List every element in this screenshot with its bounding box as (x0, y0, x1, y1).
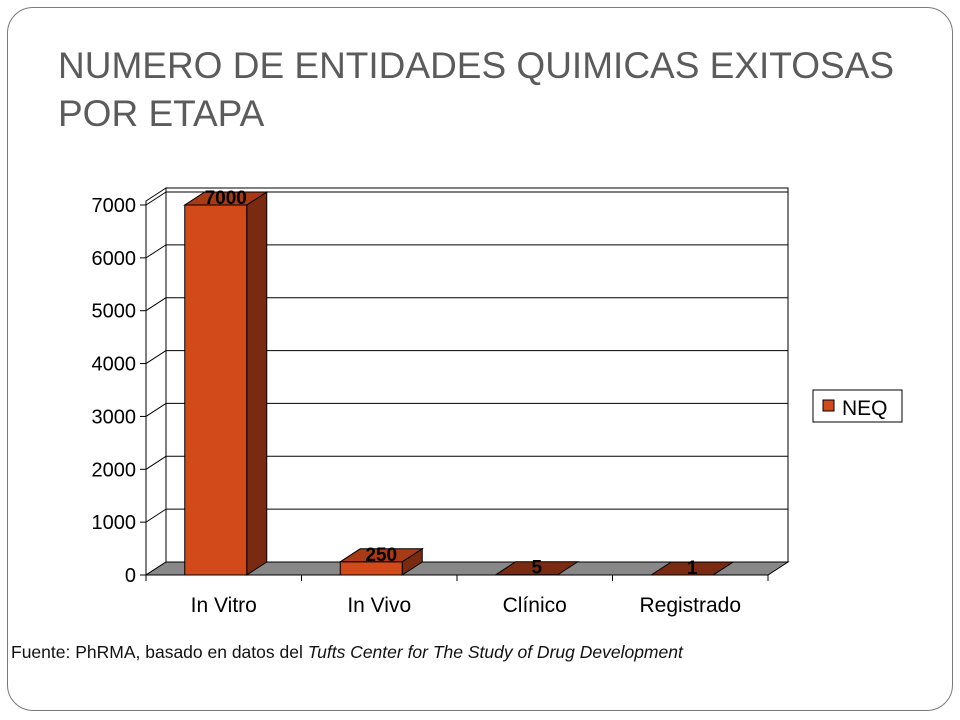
chart-legend: NEQ (812, 389, 903, 423)
data-label: 5 (531, 558, 542, 579)
gridline-side (145, 508, 167, 523)
bar-top (338, 548, 424, 563)
slide-title: NUMERO DE ENTIDADES QUIMICAS EXITOSAS PO… (58, 45, 895, 134)
source-text: Fuente: PhRMA, basado en datos del (11, 642, 308, 662)
chart-bars (183, 191, 735, 576)
y-tick-label: 5000 (92, 301, 137, 323)
x-tick-label: Registrado (639, 594, 741, 617)
x-axis: In Vitro In Vivo Clínico Registrado (145, 574, 769, 617)
x-tick-label: Clínico (503, 594, 567, 617)
gridline-side (145, 403, 167, 417)
source-institution: Tufts Center for The Study of Drug Devel… (307, 642, 683, 662)
y-tick-label: 7000 (92, 195, 137, 217)
source-caption: Fuente: PhRMA, basado en datos del Tufts… (11, 642, 683, 663)
y-tick-label: 0 (125, 565, 136, 587)
side-wall (145, 187, 167, 576)
y-axis: 0 1000 2000 3000 4000 5000 6000 7000 (92, 195, 147, 587)
x-tick-label: In Vitro (191, 594, 257, 617)
bar-front (184, 204, 248, 576)
chart-gridlines (145, 191, 788, 523)
y-tick-label: 2000 (92, 459, 137, 481)
bar-side (246, 191, 268, 576)
x-tick-label: In Vivo (347, 594, 411, 617)
gridline-side (145, 350, 167, 364)
bar (183, 191, 269, 576)
gridline-side (145, 191, 167, 206)
gridline-side (145, 455, 167, 470)
data-label: 1 (687, 558, 698, 579)
legend-swatch (822, 399, 835, 412)
bar (338, 547, 424, 576)
gridline-side (145, 297, 167, 312)
legend-label: NEQ (842, 397, 888, 420)
bar-top (183, 191, 269, 206)
data-labels: 7000 250 5 1 (205, 188, 698, 579)
y-tick-label: 6000 (92, 248, 137, 270)
gridline-side (145, 244, 167, 259)
y-tick-label: 4000 (92, 354, 137, 376)
data-label: 7000 (205, 188, 247, 209)
data-label: 250 (365, 545, 397, 566)
y-tick-label: 3000 (92, 406, 137, 428)
y-tick-label: 1000 (92, 512, 137, 534)
